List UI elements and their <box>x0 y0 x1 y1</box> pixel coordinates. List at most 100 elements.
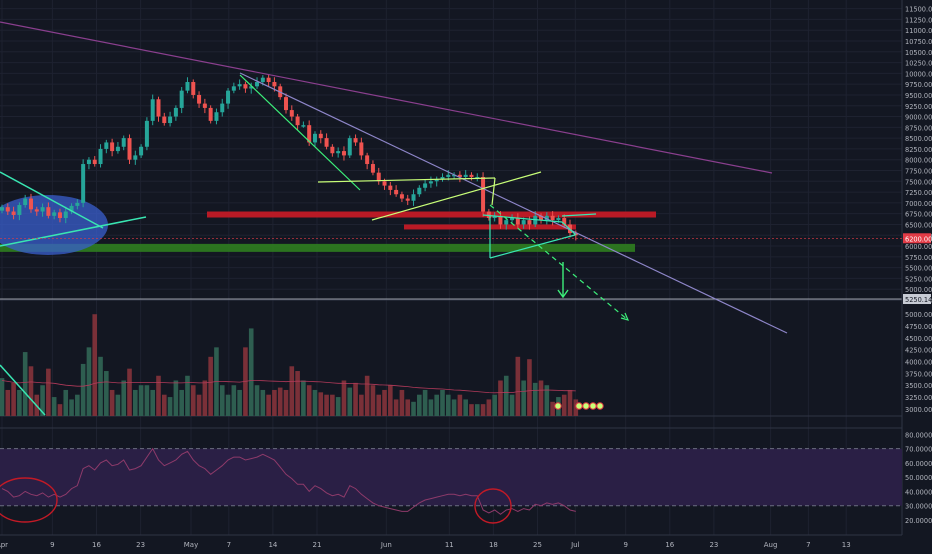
volume-bar <box>492 394 497 416</box>
candle-body <box>214 112 219 121</box>
candle-body <box>28 198 33 210</box>
volume-bar <box>5 389 11 416</box>
volume-bar <box>237 389 242 416</box>
volume-bar <box>567 389 573 416</box>
price-tick-label: 6500.00 <box>905 221 932 229</box>
volume-bar <box>330 394 335 416</box>
candle-body <box>481 176 486 212</box>
candle-body <box>504 220 509 225</box>
volume-bar <box>353 382 358 416</box>
candle-body <box>510 217 515 221</box>
candle-body <box>197 94 202 104</box>
volume-bar <box>498 380 503 416</box>
volume-bar <box>289 366 295 416</box>
volume-bar <box>306 385 312 416</box>
candle-body <box>295 116 300 126</box>
volume-bar <box>457 394 463 416</box>
candle-body <box>139 146 144 156</box>
candle-body <box>92 159 97 165</box>
volume-bar <box>503 375 509 416</box>
candle-body <box>202 103 207 108</box>
volume-bar <box>144 385 150 416</box>
volume-badge-icon <box>596 402 604 410</box>
price-tick-label: 11250.00 <box>905 16 932 24</box>
candle-body <box>498 215 503 225</box>
candle-body <box>226 90 231 104</box>
volume-bar <box>156 375 161 416</box>
candle-body <box>237 84 242 87</box>
candle-body <box>191 82 196 95</box>
volume-bar <box>80 363 86 416</box>
price-tick-label: 7250.00 <box>905 189 932 197</box>
price-tick-label: 5000.00 <box>905 286 932 294</box>
candle-body <box>492 215 497 218</box>
time-tick-label: 23 <box>136 541 145 549</box>
volume-bar <box>46 368 51 416</box>
volume-bar <box>509 394 515 416</box>
trend-drawings[interactable] <box>0 21 788 416</box>
candle-body <box>0 207 4 211</box>
price-tick-label: 7750.00 <box>905 168 932 176</box>
volume-bar <box>185 375 190 416</box>
volume-bar <box>277 387 283 416</box>
cyan-wedge-top <box>0 171 104 229</box>
rsi-tick-label: 80.0000 <box>905 431 932 439</box>
volume-bar <box>382 389 387 416</box>
volume-bar <box>161 394 167 416</box>
volume-bar <box>138 385 144 416</box>
triangle-side-line <box>491 177 496 206</box>
candle-body <box>370 164 375 173</box>
candle-body <box>376 172 381 182</box>
candle-body <box>11 211 16 215</box>
green-downtrend-line <box>239 74 361 191</box>
last-price-label: 6200.00 <box>905 235 932 243</box>
candle-body <box>434 179 439 182</box>
volume-bar <box>260 389 266 416</box>
volume-bar <box>561 394 567 416</box>
time-tick-label: 7 <box>806 541 810 549</box>
volume-bar <box>283 389 289 416</box>
time-axis[interactable]: Apr 9 16 23 May 7 14 21 Jun 11 18 25 Jul 9 16 23 Aug 7 13 <box>0 541 851 549</box>
candle-body <box>550 215 555 221</box>
volume-bar <box>11 382 16 416</box>
candle-body <box>220 103 225 113</box>
time-tick-label: 14 <box>268 541 277 549</box>
volume-bar <box>69 399 74 416</box>
cyan-volume-line <box>0 364 46 416</box>
volume-bar <box>301 380 306 416</box>
triangle-top-line <box>317 177 496 183</box>
volume-bar <box>51 397 57 416</box>
candle-body <box>399 194 404 199</box>
price-tick-label: 10000.00 <box>905 70 932 78</box>
price-tick-label: 9250.00 <box>905 103 932 111</box>
rsi-tick-label: 70.0000 <box>905 446 932 454</box>
rsi-band-fill <box>0 448 902 506</box>
volume-bar <box>272 389 277 416</box>
volume-bar <box>133 389 138 416</box>
volume-bar <box>532 382 538 416</box>
candle-body <box>330 146 335 154</box>
volume-bar <box>411 401 416 416</box>
volume-bar <box>190 385 196 416</box>
price-axis[interactable]: 4750.00 5000.00 5250.00 5500.00 5750.00 6000.… <box>0 6 932 525</box>
price-tick-label: 7500.00 <box>905 178 932 186</box>
candle-body <box>266 77 271 83</box>
volume-bar <box>40 385 45 416</box>
price-tick-label: 9500.00 <box>905 92 932 100</box>
volume-bar <box>347 387 353 416</box>
volume-badge-icon <box>575 402 583 410</box>
price-tick-label: 6000.00 <box>905 243 932 251</box>
time-tick-label: 25 <box>533 541 542 549</box>
candle-body <box>544 215 549 221</box>
volume-bar <box>422 389 428 416</box>
long-downtrend-line <box>0 21 773 174</box>
projection-dashed <box>489 204 629 321</box>
volume-bar <box>521 380 526 416</box>
volume-bar <box>359 394 364 416</box>
candle-body <box>475 176 480 179</box>
volume-bar <box>434 394 439 416</box>
rsi-tick-label: 30.0000 <box>905 503 932 511</box>
volume-bar <box>428 399 434 416</box>
